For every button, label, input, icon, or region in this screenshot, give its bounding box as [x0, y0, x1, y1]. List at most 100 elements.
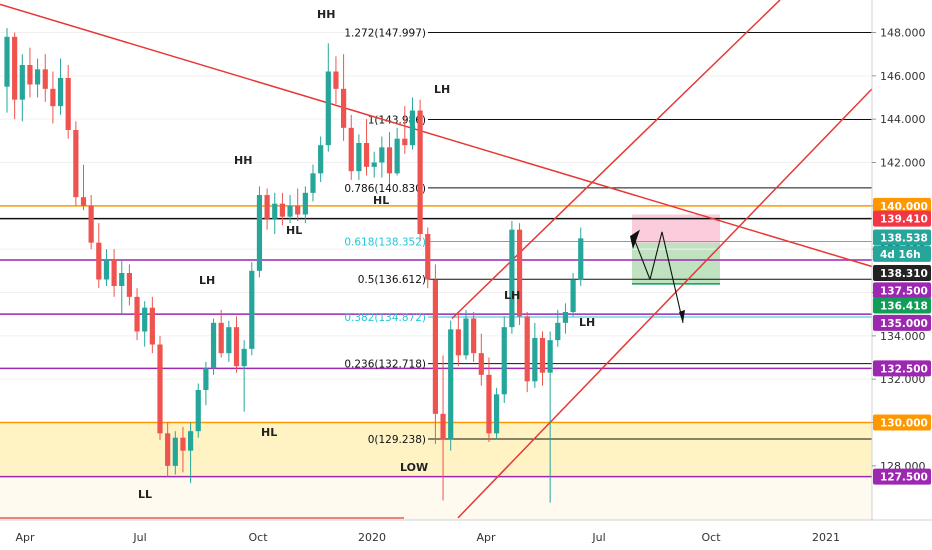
candle-body	[233, 327, 240, 367]
candle-body	[149, 307, 155, 345]
channel-upper-line	[451, 0, 781, 320]
price-badge	[873, 360, 931, 377]
candle-body	[379, 147, 385, 163]
candle-body	[440, 413, 446, 440]
candle-body	[19, 65, 25, 100]
fib-label: 0.618(138.352)	[344, 237, 426, 249]
candle-body	[394, 138, 400, 174]
projection-segment	[649, 231, 663, 280]
projection-segment	[661, 231, 684, 323]
candle-body	[111, 260, 117, 286]
demand-zone	[0, 422, 872, 477]
price-badge	[873, 282, 931, 299]
candle-body	[180, 437, 186, 451]
annotation-label: LH	[199, 274, 215, 287]
price-badge	[873, 265, 931, 281]
x-tick-label: Jul	[591, 531, 605, 544]
candle-body	[119, 273, 125, 286]
candle-body	[4, 36, 10, 87]
candle-body	[103, 260, 110, 280]
x-tick-label: Jul	[132, 531, 146, 544]
candle-body	[264, 195, 270, 219]
arrow-head-start	[630, 229, 640, 250]
fib-label: 1(143.986)	[368, 114, 426, 126]
candle-body	[195, 390, 201, 432]
candle-body	[249, 270, 255, 349]
candle-body	[478, 353, 484, 375]
candle-body	[310, 173, 316, 193]
price-badge-label: 132.500	[880, 363, 928, 375]
candle-body	[73, 130, 79, 198]
candle-body	[570, 279, 576, 312]
candle-body	[486, 374, 492, 434]
price-badge	[873, 414, 931, 431]
y-tick-label: 142.000	[880, 157, 926, 170]
candle-body	[432, 279, 438, 414]
candle-body	[42, 69, 48, 89]
price-badge-label: 138.538	[880, 233, 928, 245]
y-tick-label: 132.000	[880, 373, 926, 386]
fib-label: 0.786(140.830)	[344, 183, 426, 195]
price-badge	[873, 297, 931, 314]
candle-body	[348, 127, 354, 172]
price-badge-label: 137.500	[880, 285, 928, 297]
candle-body	[417, 110, 423, 234]
candle-body	[65, 78, 71, 130]
candle-body	[562, 312, 569, 323]
y-tick-label: 134.000	[880, 330, 926, 343]
annotation-label: HL	[286, 224, 302, 237]
price-badge	[873, 197, 931, 214]
fib-label: 1.272(147.997)	[344, 28, 426, 40]
annotation-label: LL	[138, 488, 152, 501]
candle-body	[578, 238, 584, 280]
fib-label: 0.5(136.612)	[358, 274, 426, 286]
candle-body	[448, 329, 454, 440]
annotation-label: LH	[434, 83, 450, 96]
candle-body	[226, 327, 232, 354]
candle-body	[241, 348, 247, 367]
arrow-head	[679, 309, 685, 323]
candle-body	[134, 296, 140, 332]
annotation-label: LH	[504, 289, 520, 302]
candle-body	[402, 138, 408, 146]
annotation-label: LOW	[400, 461, 428, 474]
candle-body	[501, 327, 507, 395]
projection-arrows	[630, 229, 685, 323]
candle-body	[509, 229, 515, 328]
candle-body	[295, 205, 301, 215]
candle-body	[318, 145, 324, 174]
candle-body	[333, 71, 339, 89]
candle-body	[12, 36, 18, 100]
price-badge-label: 136.418	[880, 301, 928, 313]
x-tick-label: Oct	[701, 531, 721, 544]
annotations: HH LH HH HL HL LH LH HL LOW LL LH	[138, 8, 595, 501]
fib-label: 0(129.238)	[368, 434, 426, 446]
downtrend-line	[0, 3, 873, 268]
candle-body	[547, 340, 553, 373]
price-badge-label: 139.410	[880, 214, 928, 226]
time-axis-background	[0, 520, 932, 550]
candle-body	[35, 69, 41, 85]
y-tick-label: 144.000	[880, 113, 926, 126]
candle-body	[371, 162, 377, 167]
candle-body	[157, 344, 163, 434]
candle-body	[287, 205, 293, 217]
x-tick-label: Oct	[248, 531, 268, 544]
candle-body	[425, 234, 431, 280]
candle-body	[88, 205, 94, 243]
price-badge-label: 138.310	[880, 268, 928, 280]
candle-body	[409, 110, 416, 146]
price-badge-label: 130.000	[880, 418, 928, 430]
candle-body	[96, 242, 102, 280]
annotation-label: LH	[579, 316, 595, 329]
candles	[4, 28, 584, 503]
candle-body	[80, 197, 87, 206]
candle-body	[302, 192, 308, 215]
candle-body	[126, 273, 132, 297]
candle-body	[532, 338, 538, 382]
candle-body	[50, 88, 56, 107]
candle-body	[363, 143, 370, 167]
